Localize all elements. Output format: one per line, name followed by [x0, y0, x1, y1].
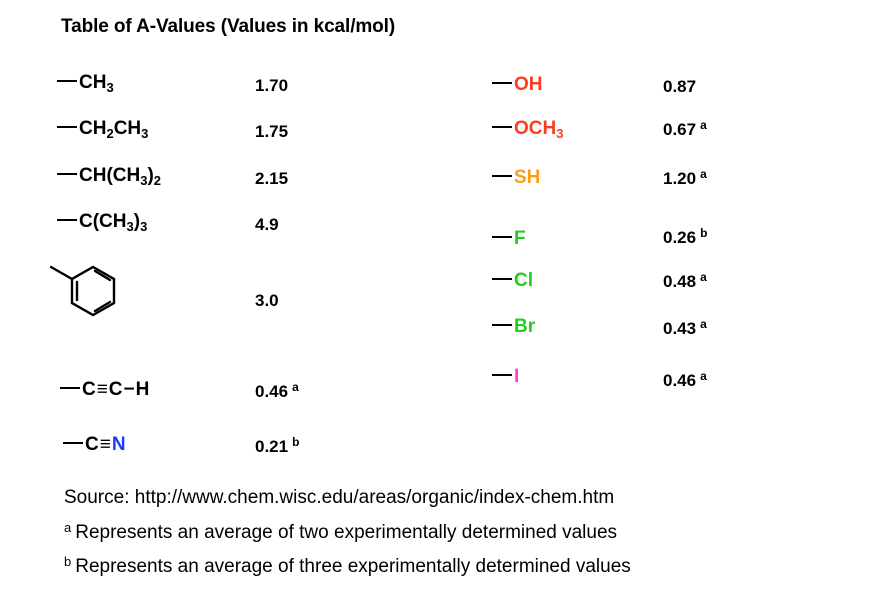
footnote-b: b Represents an average of three experime…	[64, 554, 631, 578]
a-value: 0.46 a	[663, 369, 707, 391]
substituent-tert-butyl: C(CH3)3	[57, 211, 147, 233]
substituent-iodo: I	[492, 366, 519, 388]
subscript: 3	[126, 219, 134, 234]
bond-line	[63, 441, 83, 444]
formula-text: C≡C−H	[82, 379, 151, 400]
value-text: 3.0	[255, 291, 279, 310]
footnote-mark: a	[700, 270, 707, 284]
footnote-mark: a	[700, 118, 707, 132]
value-text: 2.15	[255, 169, 289, 188]
value-text: 1.70	[255, 76, 289, 95]
a-value: 2.15	[255, 169, 288, 189]
footnote-mark: a	[700, 167, 707, 181]
bond-line	[60, 386, 80, 389]
substituent-ethyl: CH2CH3	[57, 118, 148, 140]
substituent-ethynyl: C≡C−H	[60, 379, 150, 401]
footnote-mark: a	[700, 369, 707, 383]
value-text: 0.48	[663, 272, 697, 291]
subscript: 2	[106, 126, 114, 141]
value-text: 0.26	[663, 228, 697, 247]
footnote-text: Represents an average of three experimen…	[75, 556, 631, 577]
formula-text: SH	[514, 167, 541, 188]
value-text: 1.75	[255, 122, 289, 141]
subscript: 3	[140, 219, 148, 234]
a-value: 0.67 a	[663, 118, 707, 140]
bond-line	[57, 125, 77, 128]
bond-line	[57, 172, 77, 175]
formula-text: Cl	[514, 270, 533, 291]
substituent-isopropyl: CH(CH3)2	[57, 165, 161, 187]
value-text: 0.87	[663, 77, 697, 96]
formula-text: C(CH	[79, 211, 127, 232]
subscript: 2	[153, 173, 162, 188]
footnote-mark: b	[292, 435, 300, 449]
substituent-chloro: Cl	[492, 270, 533, 292]
substituent-cyano: C≡N	[63, 434, 127, 456]
subscript: 3	[556, 126, 564, 141]
bond-line	[492, 125, 512, 128]
bond-line	[492, 277, 512, 280]
a-value: 1.70	[255, 76, 288, 96]
value-text: 0.46	[255, 382, 289, 401]
formula-text: CH(CH	[79, 165, 141, 186]
formula-text: )	[133, 211, 141, 232]
bond-line	[57, 79, 77, 82]
bond-line	[492, 373, 512, 376]
subscript: 3	[140, 173, 148, 188]
footnote-mark: a	[64, 520, 72, 535]
a-value: 1.20 a	[663, 167, 707, 189]
bond-line	[492, 174, 512, 177]
a-value: 0.46 a	[255, 380, 299, 402]
value-text: 4.9	[255, 215, 279, 234]
formula-text: OH	[514, 74, 543, 95]
formula-text: C≡	[85, 434, 112, 455]
bond-line	[492, 235, 512, 238]
substituent-methoxy: OCH3	[492, 118, 563, 140]
bond-line	[492, 81, 512, 84]
formula-text: CH	[79, 72, 107, 93]
substituent-fluoro: F	[492, 228, 526, 250]
subscript: 3	[106, 80, 114, 95]
substituent-hydroxyl: OH	[492, 74, 543, 96]
a-value: 0.43 a	[663, 317, 707, 339]
footnote-mark: b	[700, 226, 708, 240]
formula-text: I	[514, 366, 520, 387]
bond-line	[492, 323, 512, 326]
value-text: 1.20	[663, 169, 697, 188]
a-value: 1.75	[255, 122, 288, 142]
a-value: 4.9	[255, 215, 279, 235]
a-value: 0.21 b	[255, 435, 300, 457]
subscript: 3	[141, 126, 149, 141]
formula-text: CH	[113, 118, 142, 139]
a-value: 0.48 a	[663, 270, 707, 292]
formula-text: F	[514, 228, 526, 249]
substituent-methyl: CH3	[57, 72, 114, 94]
phenyl-ring-icon	[50, 265, 116, 317]
formula-text: )	[147, 165, 154, 186]
a-value: 0.26 b	[663, 226, 708, 248]
source-citation: Source: http://www.chem.wisc.edu/areas/o…	[64, 487, 615, 508]
footnote-mark: a	[700, 317, 707, 331]
nitrogen-text: N	[111, 434, 127, 455]
a-value: 0.87	[663, 77, 696, 97]
bond-line	[57, 218, 77, 221]
value-text: 0.46	[663, 371, 697, 390]
formula-text: OCH	[514, 118, 557, 139]
formula-text: CH	[79, 118, 107, 139]
substituent-thiol: SH	[492, 167, 540, 189]
value-text: 0.21	[255, 437, 289, 456]
footnote-mark: a	[292, 380, 299, 394]
value-text: 0.43	[663, 319, 697, 338]
footnote-mark: b	[64, 554, 72, 569]
value-text: 0.67	[663, 120, 697, 139]
footnote-text: Represents an average of two experimenta…	[75, 522, 618, 543]
substituent-bromo: Br	[492, 316, 535, 338]
footnote-a: a Represents an average of two experiment…	[64, 520, 618, 544]
a-value: 3.0	[255, 291, 279, 311]
formula-text: Br	[514, 316, 536, 337]
page-title: Table of A-Values (Values in kcal/mol)	[61, 16, 396, 37]
